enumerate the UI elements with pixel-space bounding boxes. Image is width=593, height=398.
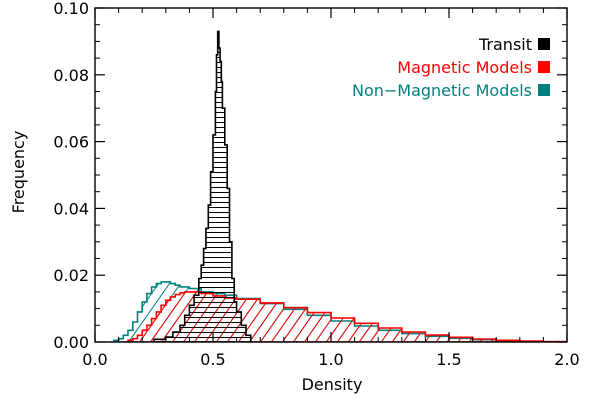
outline-transit bbox=[151, 30, 252, 342]
y-tick-label: 0.02 bbox=[53, 266, 89, 285]
legend: Transit Magnetic Models Non−Magnetic Model… bbox=[352, 35, 550, 100]
legend-swatch-non-magnetic-models bbox=[538, 84, 550, 96]
x-tick-label: 0.5 bbox=[200, 350, 225, 369]
x-axis-label: Density bbox=[302, 375, 363, 394]
y-tick-label: 0.04 bbox=[53, 199, 89, 218]
x-tick-label: 1.0 bbox=[318, 350, 343, 369]
y-tick-label: 0.06 bbox=[53, 133, 89, 152]
legend-label-transit: Transit bbox=[478, 35, 532, 54]
x-tick-label: 0.0 bbox=[82, 350, 107, 369]
y-tick-label: 0.10 bbox=[53, 0, 89, 18]
x-ticks: 0.0 0.5 1.0 1.5 2.0 bbox=[82, 8, 580, 369]
legend-label-magnetic-models: Magnetic Models bbox=[397, 58, 532, 77]
hatch-fill-transit bbox=[151, 31, 251, 342]
legend-swatch-magnetic-models bbox=[538, 61, 550, 73]
y-tick-label: 0.00 bbox=[53, 333, 89, 352]
x-tick-label: 1.5 bbox=[436, 350, 461, 369]
y-tick-label: 0.08 bbox=[53, 66, 89, 85]
legend-label-non-magnetic-models: Non−Magnetic Models bbox=[352, 81, 532, 100]
legend-swatch-transit bbox=[538, 38, 550, 50]
series-layer bbox=[109, 30, 567, 342]
y-axis-label: Frequency bbox=[9, 131, 28, 214]
series-transit bbox=[151, 30, 252, 342]
x-tick-label: 2.0 bbox=[554, 350, 579, 369]
y-ticks: 0.00 0.02 0.04 0.06 0.08 0.10 bbox=[53, 0, 567, 352]
